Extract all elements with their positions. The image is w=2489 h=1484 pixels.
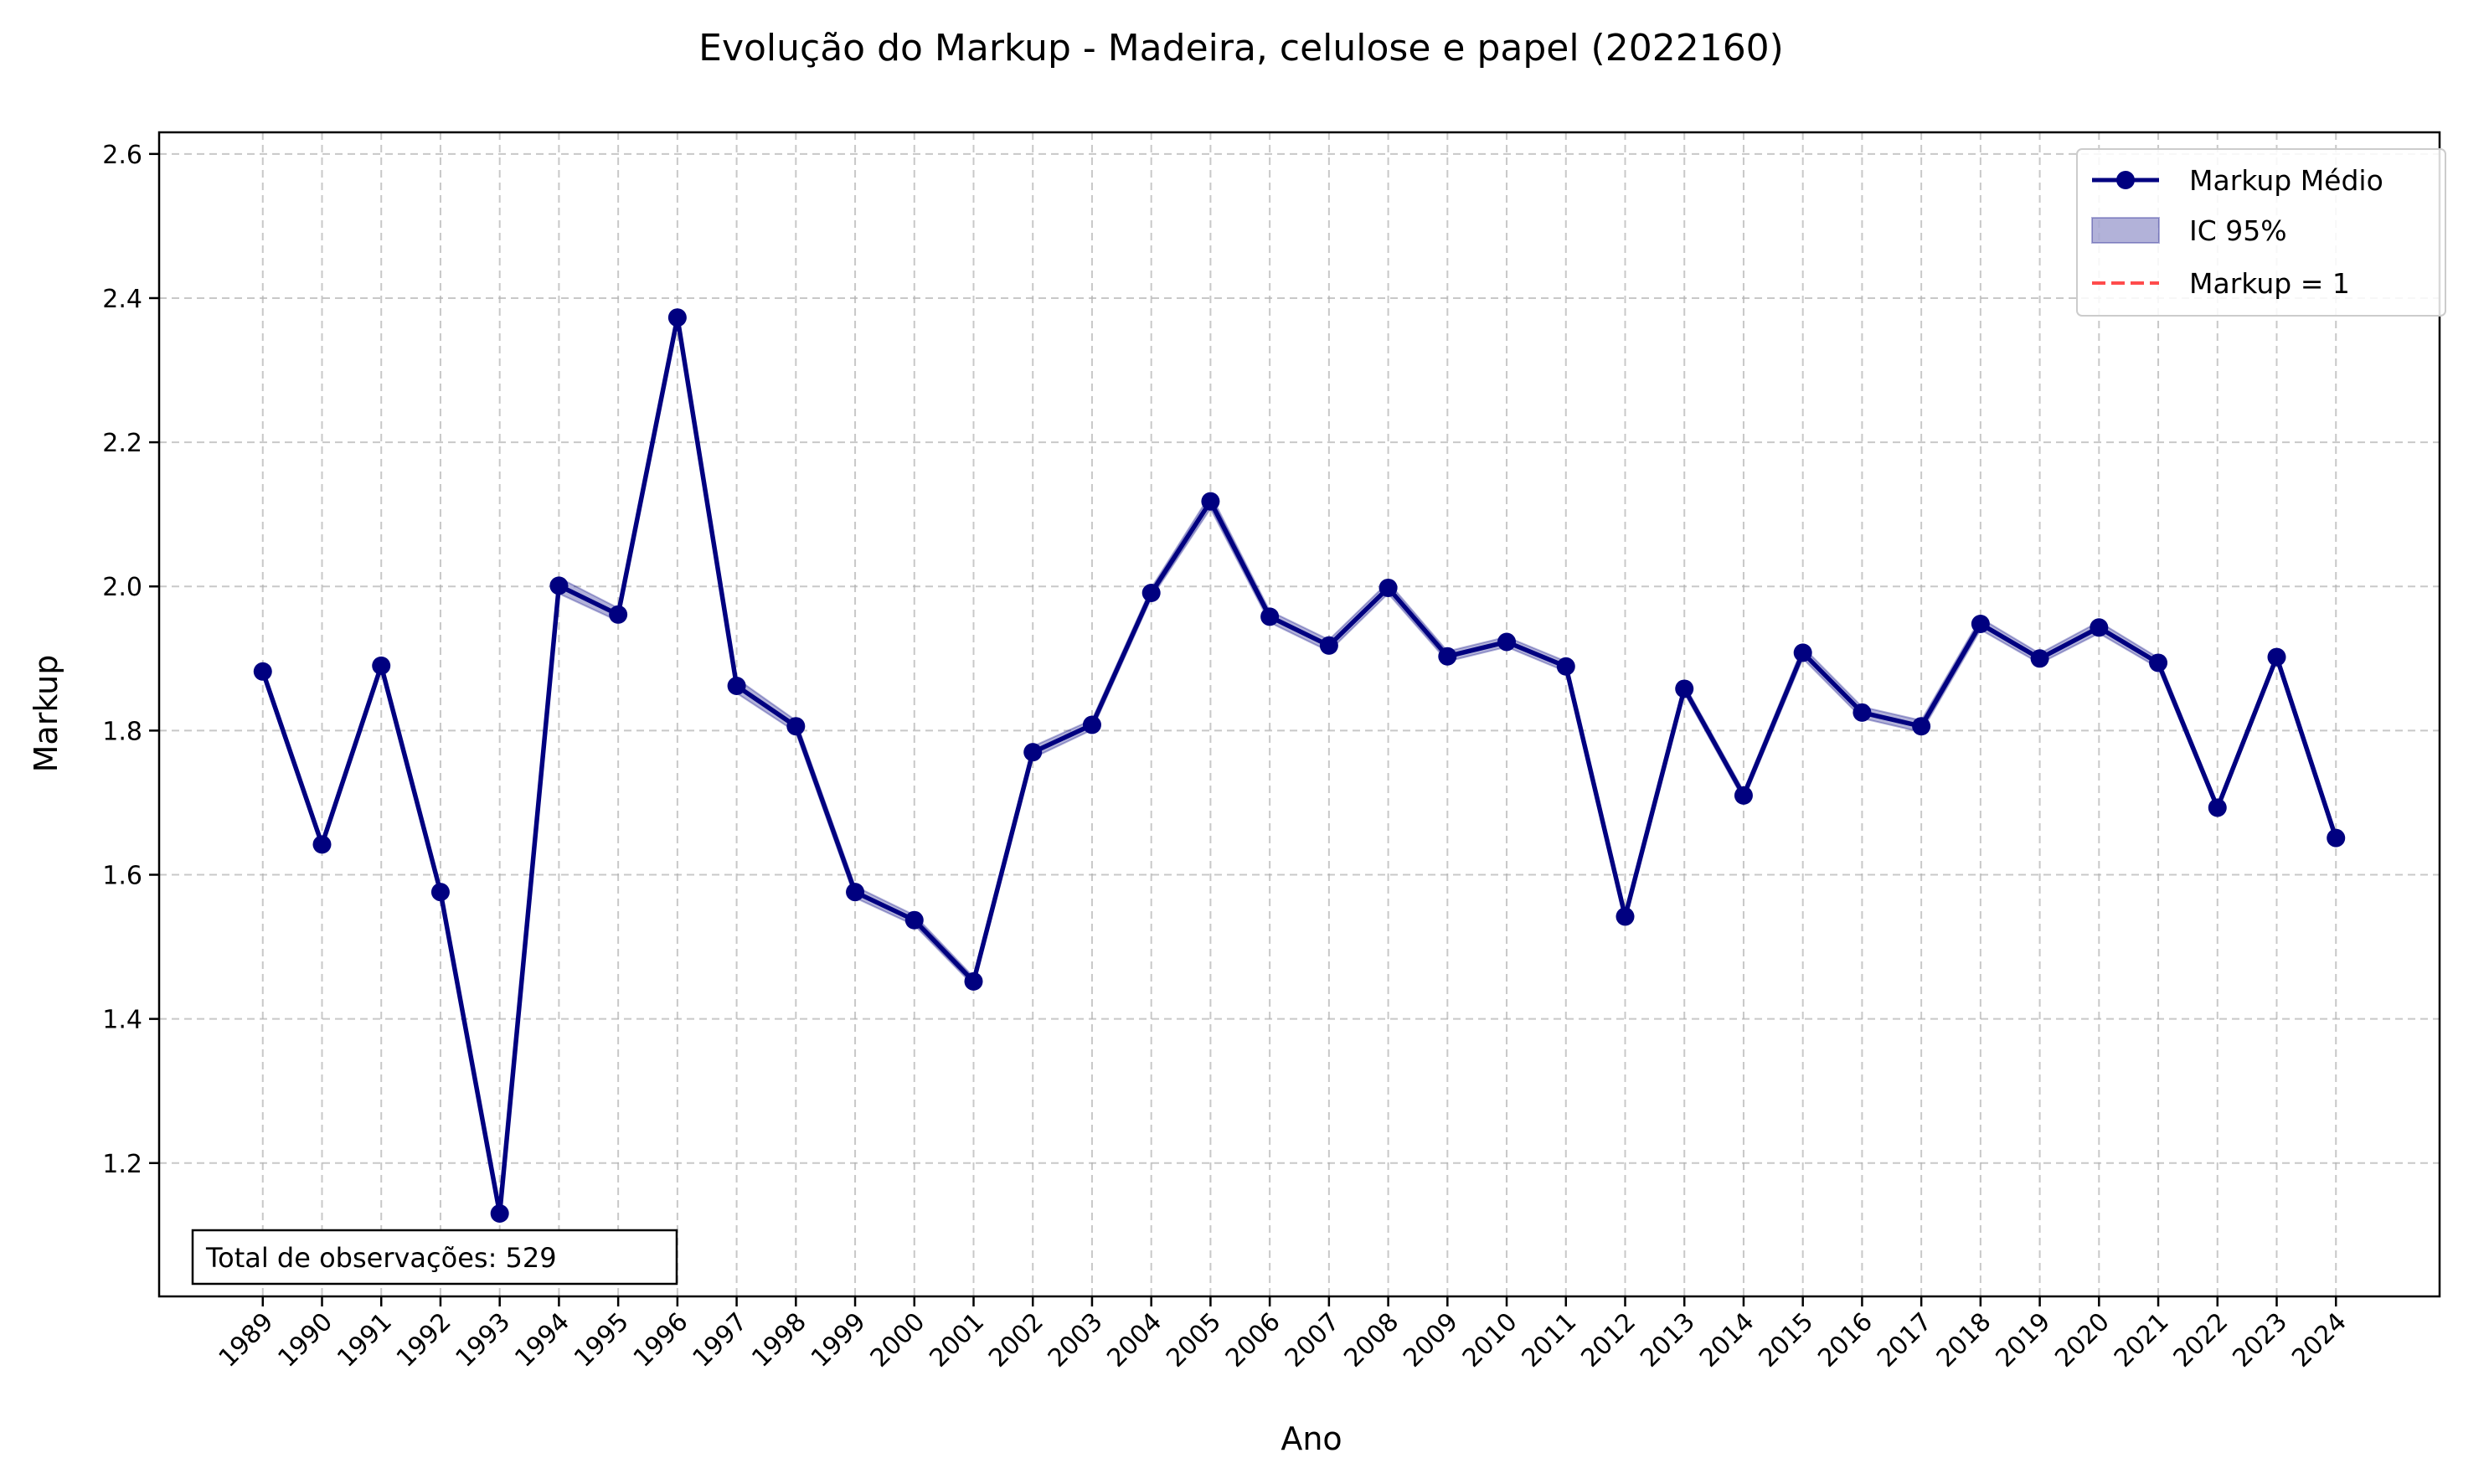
data-point <box>964 971 983 991</box>
legend-label-markup-1: Markup = 1 <box>2189 267 2350 300</box>
legend-label-ic-95: IC 95% <box>2189 214 2287 247</box>
data-point <box>2327 828 2346 848</box>
legend-item-markup-medio: Markup Médio <box>2092 164 2383 197</box>
legend-item-markup-1: Markup = 1 <box>2092 267 2350 300</box>
legend-point-marker <box>2116 171 2135 189</box>
data-point <box>430 883 450 902</box>
data-point <box>786 717 806 736</box>
observations-note-box <box>191 1229 678 1286</box>
y-tick-label: 1.4 <box>102 1006 142 1035</box>
series-line <box>260 315 2338 1216</box>
observations-note: Total de observações: 529 <box>191 1229 678 1286</box>
y-axis-title: Markup <box>28 655 64 773</box>
data-point <box>846 883 865 902</box>
data-point <box>312 835 332 854</box>
data-point <box>1853 703 1872 722</box>
y-tick-label: 1.6 <box>102 862 142 891</box>
legend: Markup Médio IC 95% Markup = 1 <box>2076 148 2446 317</box>
data-point <box>1378 578 1398 597</box>
data-point <box>1260 607 1280 626</box>
y-tick-label: 1.2 <box>102 1150 142 1179</box>
data-point <box>1556 657 1575 676</box>
data-point <box>549 576 569 595</box>
observations-note-text: Total de observações: 529 <box>205 1242 557 1274</box>
data-point <box>1141 583 1161 602</box>
legend-label-markup-medio: Markup Médio <box>2189 164 2383 197</box>
x-axis-title: Ano <box>1281 1420 1342 1457</box>
data-point <box>1616 907 1635 926</box>
data-point <box>1734 786 1753 805</box>
data-point <box>1201 492 1220 511</box>
data-point <box>1675 679 1694 698</box>
legend-band-swatch <box>2091 217 2160 244</box>
grid <box>159 132 2440 1296</box>
data-point <box>667 308 687 327</box>
plot-area-frame <box>157 131 2441 1298</box>
series-layer <box>253 308 2346 1224</box>
data-point <box>1438 647 1457 666</box>
data-point <box>1082 715 1101 734</box>
data-point <box>609 605 628 624</box>
data-point <box>904 910 924 930</box>
data-point <box>372 656 391 675</box>
data-point <box>253 662 272 681</box>
data-point <box>1912 717 1931 736</box>
data-point <box>2090 618 2109 637</box>
data-point <box>1023 743 1043 762</box>
y-axis: 1.2 1.4 1.6 1.8 2.0 2.2 2.4 2.6 <box>102 141 159 1179</box>
data-point <box>2208 798 2227 817</box>
legend-box <box>2076 148 2446 317</box>
data-point <box>727 677 746 696</box>
y-tick-label: 2.0 <box>102 573 142 602</box>
data-point <box>1971 614 1990 633</box>
data-point <box>2267 647 2286 667</box>
data-point <box>2149 653 2168 672</box>
data-point <box>1319 636 1338 655</box>
legend-item-ic-95: IC 95% <box>2091 214 2287 247</box>
y-tick-label: 2.4 <box>102 285 142 314</box>
data-point <box>490 1204 509 1224</box>
data-point <box>1497 632 1517 652</box>
data-point <box>1793 643 1812 662</box>
y-tick-label: 1.8 <box>102 717 142 746</box>
y-tick-label: 2.2 <box>102 429 142 458</box>
y-tick-label: 2.6 <box>102 141 142 170</box>
data-point <box>2030 649 2049 668</box>
chart-title: Evolução do Markup - Madeira, celulose e… <box>698 27 1784 70</box>
